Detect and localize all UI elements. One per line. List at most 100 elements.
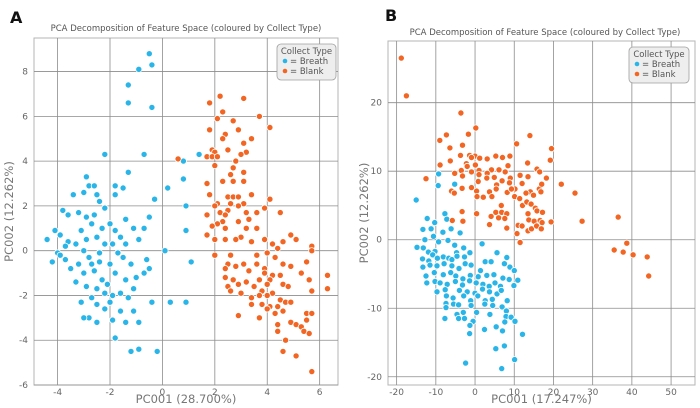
data-point-breath bbox=[82, 235, 90, 243]
data-point-blank bbox=[571, 189, 579, 197]
data-point-blank bbox=[547, 218, 555, 226]
data-point-blank bbox=[274, 303, 282, 311]
data-point-blank bbox=[234, 312, 242, 320]
data-point-blank bbox=[237, 150, 245, 158]
y-tick-label: -10 bbox=[367, 304, 382, 314]
data-point-breath bbox=[80, 269, 88, 277]
legend-marker-blank bbox=[634, 71, 640, 77]
data-point-breath bbox=[419, 244, 427, 252]
data-point-blank bbox=[232, 157, 240, 165]
data-point-breath bbox=[444, 236, 452, 244]
data-point-breath bbox=[140, 150, 148, 158]
data-point-breath bbox=[109, 240, 117, 248]
y-axis-label: PC002 (12.262%) bbox=[357, 163, 371, 264]
data-point-breath bbox=[90, 267, 98, 275]
data-point-breath bbox=[451, 180, 459, 188]
data-point-breath bbox=[56, 231, 64, 239]
y-tick-label: 4 bbox=[22, 157, 28, 167]
data-point-blank bbox=[467, 168, 475, 176]
data-point-blank bbox=[284, 282, 292, 290]
data-point-blank bbox=[645, 272, 653, 280]
data-point-blank bbox=[255, 291, 263, 299]
data-point-breath bbox=[519, 330, 527, 338]
data-point-blank bbox=[458, 208, 466, 216]
data-point-breath bbox=[412, 196, 420, 204]
data-point-breath bbox=[497, 286, 505, 294]
data-point-blank bbox=[457, 109, 465, 117]
data-point-blank bbox=[323, 285, 331, 293]
data-point-breath bbox=[467, 261, 475, 269]
data-point-breath bbox=[458, 281, 466, 289]
data-point-blank bbox=[234, 193, 242, 201]
data-point-breath bbox=[93, 233, 101, 241]
data-point-blank bbox=[487, 212, 495, 220]
data-point-blank bbox=[518, 179, 526, 187]
data-point-blank bbox=[308, 368, 316, 376]
legend-entry: = Blank bbox=[290, 67, 324, 77]
x-tick-label: 2 bbox=[212, 388, 218, 398]
data-point-blank bbox=[255, 314, 263, 322]
data-point-blank bbox=[221, 224, 229, 232]
data-point-breath bbox=[117, 289, 125, 297]
data-point-blank bbox=[271, 253, 279, 261]
data-point-breath bbox=[111, 269, 119, 277]
data-point-blank bbox=[548, 145, 556, 153]
data-point-blank bbox=[261, 204, 269, 212]
data-point-breath bbox=[161, 247, 169, 255]
data-point-breath bbox=[106, 298, 114, 306]
data-point-blank bbox=[227, 171, 235, 179]
data-point-breath bbox=[439, 228, 447, 236]
data-point-breath bbox=[82, 213, 90, 221]
data-point-blank bbox=[213, 153, 221, 161]
data-point-blank bbox=[234, 202, 242, 210]
data-point-blank bbox=[219, 108, 227, 116]
data-point-breath bbox=[61, 256, 69, 264]
data-point-breath bbox=[101, 150, 109, 158]
data-point-blank bbox=[276, 271, 284, 279]
data-point-blank bbox=[279, 260, 287, 268]
data-point-breath bbox=[145, 213, 153, 221]
data-point-blank bbox=[229, 117, 237, 125]
data-point-blank bbox=[524, 159, 532, 167]
legend-entry: = Breath bbox=[290, 57, 328, 67]
data-point-blank bbox=[242, 224, 250, 232]
data-point-blank bbox=[495, 214, 503, 222]
data-point-breath bbox=[459, 275, 467, 283]
data-point-blank bbox=[623, 239, 631, 247]
data-point-breath bbox=[101, 289, 109, 297]
x-tick-label: -4 bbox=[53, 388, 62, 398]
x-tick-label: 40 bbox=[626, 388, 638, 398]
data-point-blank bbox=[255, 112, 263, 120]
data-point-breath bbox=[476, 267, 484, 275]
data-point-blank bbox=[206, 126, 214, 134]
legend: Collect Type= Breath= Blank bbox=[276, 43, 337, 81]
data-point-blank bbox=[442, 131, 450, 139]
data-point-blank bbox=[458, 184, 466, 192]
data-point-breath bbox=[448, 262, 456, 270]
data-point-blank bbox=[247, 135, 255, 143]
data-point-blank bbox=[507, 185, 515, 193]
data-point-breath bbox=[187, 258, 195, 266]
data-point-breath bbox=[429, 251, 437, 259]
data-point-breath bbox=[166, 298, 174, 306]
data-point-breath bbox=[499, 274, 507, 282]
data-point-blank bbox=[282, 336, 290, 344]
data-point-blank bbox=[221, 235, 229, 243]
data-point-breath bbox=[143, 256, 151, 264]
data-point-breath bbox=[148, 298, 156, 306]
data-point-blank bbox=[219, 177, 227, 185]
data-point-blank bbox=[446, 144, 454, 152]
data-point-blank bbox=[513, 140, 521, 148]
data-point-blank bbox=[473, 210, 481, 218]
y-tick-label: 0 bbox=[376, 236, 382, 246]
data-point-breath bbox=[69, 191, 77, 199]
data-point-breath bbox=[435, 238, 443, 246]
data-point-breath bbox=[77, 298, 85, 306]
data-point-breath bbox=[492, 323, 500, 331]
data-point-blank bbox=[232, 235, 240, 243]
data-point-breath bbox=[447, 225, 455, 233]
data-point-breath bbox=[460, 292, 468, 300]
data-point-blank bbox=[261, 269, 269, 277]
data-point-breath bbox=[135, 345, 143, 353]
